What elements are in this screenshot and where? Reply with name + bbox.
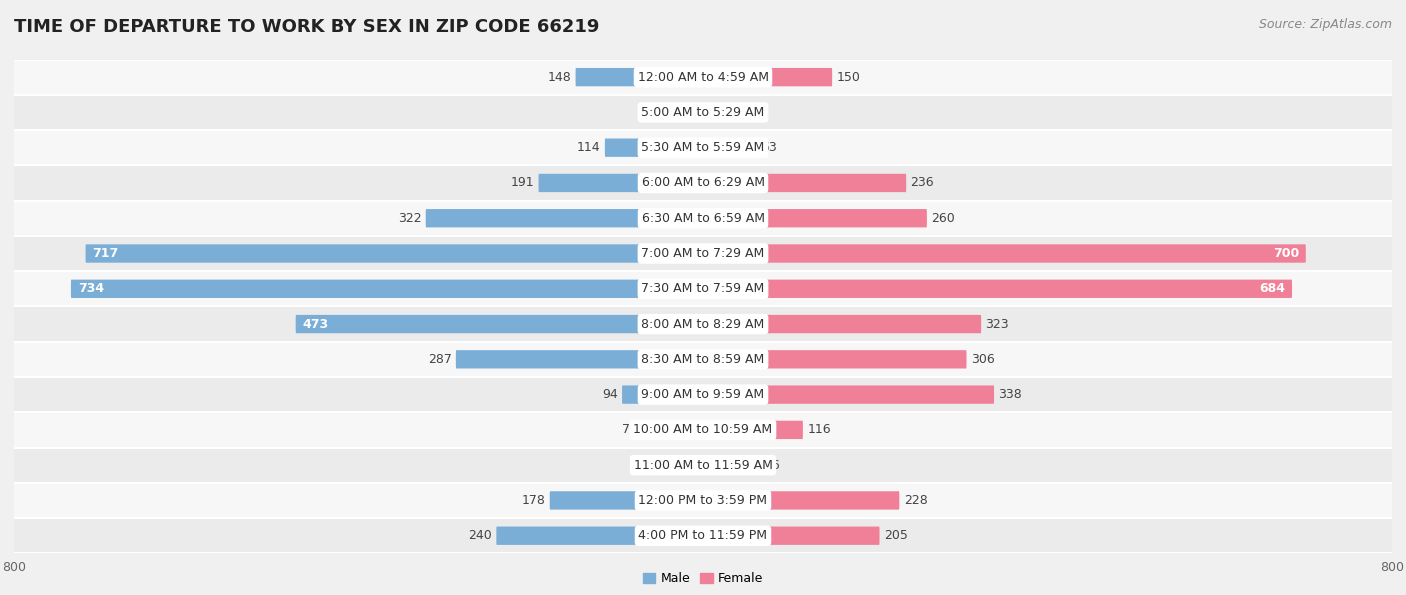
Text: 6:30 AM to 6:59 AM: 6:30 AM to 6:59 AM — [641, 212, 765, 225]
FancyBboxPatch shape — [538, 174, 703, 192]
Bar — [14, 60, 1392, 95]
Text: 7:30 AM to 7:59 AM: 7:30 AM to 7:59 AM — [641, 282, 765, 295]
Text: 31: 31 — [657, 459, 672, 472]
FancyBboxPatch shape — [621, 386, 703, 404]
Text: 700: 700 — [1272, 247, 1299, 260]
Bar — [14, 236, 1392, 271]
FancyBboxPatch shape — [703, 350, 966, 368]
Bar — [14, 447, 1392, 483]
FancyBboxPatch shape — [703, 245, 1306, 262]
Text: 150: 150 — [837, 71, 860, 84]
Text: 22: 22 — [727, 106, 742, 119]
FancyBboxPatch shape — [295, 315, 703, 333]
Text: 5:30 AM to 5:59 AM: 5:30 AM to 5:59 AM — [641, 141, 765, 154]
FancyBboxPatch shape — [676, 456, 703, 474]
Text: 734: 734 — [77, 282, 104, 295]
FancyBboxPatch shape — [496, 527, 703, 545]
FancyBboxPatch shape — [643, 421, 703, 439]
Text: 6:00 AM to 6:29 AM: 6:00 AM to 6:29 AM — [641, 177, 765, 189]
FancyBboxPatch shape — [703, 491, 900, 509]
FancyBboxPatch shape — [703, 104, 721, 121]
Bar — [14, 201, 1392, 236]
Text: 63: 63 — [762, 141, 778, 154]
Text: 12:00 PM to 3:59 PM: 12:00 PM to 3:59 PM — [638, 494, 768, 507]
Bar — [14, 306, 1392, 342]
Text: 11:00 AM to 11:59 AM: 11:00 AM to 11:59 AM — [634, 459, 772, 472]
Text: TIME OF DEPARTURE TO WORK BY SEX IN ZIP CODE 66219: TIME OF DEPARTURE TO WORK BY SEX IN ZIP … — [14, 18, 599, 36]
Text: 236: 236 — [911, 177, 934, 189]
FancyBboxPatch shape — [703, 421, 803, 439]
FancyBboxPatch shape — [426, 209, 703, 227]
Text: 338: 338 — [998, 388, 1022, 401]
Bar — [14, 377, 1392, 412]
Text: 323: 323 — [986, 318, 1010, 331]
FancyBboxPatch shape — [703, 315, 981, 333]
FancyBboxPatch shape — [703, 280, 1292, 298]
FancyBboxPatch shape — [456, 350, 703, 368]
FancyBboxPatch shape — [682, 104, 703, 121]
Bar — [14, 412, 1392, 447]
Text: 8:30 AM to 8:59 AM: 8:30 AM to 8:59 AM — [641, 353, 765, 366]
Text: 260: 260 — [931, 212, 955, 225]
FancyBboxPatch shape — [70, 280, 703, 298]
Text: 178: 178 — [522, 494, 546, 507]
FancyBboxPatch shape — [703, 68, 832, 86]
Text: 5:00 AM to 5:29 AM: 5:00 AM to 5:29 AM — [641, 106, 765, 119]
Bar — [14, 271, 1392, 306]
FancyBboxPatch shape — [86, 245, 703, 262]
Text: 4:00 PM to 11:59 PM: 4:00 PM to 11:59 PM — [638, 529, 768, 542]
Text: 684: 684 — [1260, 282, 1285, 295]
FancyBboxPatch shape — [703, 386, 994, 404]
Bar — [14, 483, 1392, 518]
Text: 240: 240 — [468, 529, 492, 542]
Text: 717: 717 — [93, 247, 118, 260]
Text: 9:00 AM to 9:59 AM: 9:00 AM to 9:59 AM — [641, 388, 765, 401]
Text: Source: ZipAtlas.com: Source: ZipAtlas.com — [1258, 18, 1392, 31]
Text: 66: 66 — [763, 459, 780, 472]
FancyBboxPatch shape — [703, 209, 927, 227]
Text: 191: 191 — [510, 177, 534, 189]
FancyBboxPatch shape — [703, 456, 759, 474]
Text: 8:00 AM to 8:29 AM: 8:00 AM to 8:29 AM — [641, 318, 765, 331]
Text: 306: 306 — [970, 353, 994, 366]
Bar — [14, 95, 1392, 130]
FancyBboxPatch shape — [703, 527, 880, 545]
FancyBboxPatch shape — [575, 68, 703, 86]
FancyBboxPatch shape — [703, 139, 758, 157]
Text: 25: 25 — [661, 106, 678, 119]
Bar — [14, 130, 1392, 165]
Bar — [14, 342, 1392, 377]
Bar — [14, 518, 1392, 553]
Text: 10:00 AM to 10:59 AM: 10:00 AM to 10:59 AM — [634, 424, 772, 436]
FancyBboxPatch shape — [550, 491, 703, 509]
Text: 94: 94 — [602, 388, 617, 401]
Text: 114: 114 — [576, 141, 600, 154]
Text: 205: 205 — [884, 529, 908, 542]
FancyBboxPatch shape — [703, 174, 907, 192]
FancyBboxPatch shape — [605, 139, 703, 157]
Legend: Male, Female: Male, Female — [640, 569, 766, 589]
Text: 116: 116 — [807, 424, 831, 436]
Text: 287: 287 — [427, 353, 451, 366]
Text: 70: 70 — [623, 424, 638, 436]
Text: 12:00 AM to 4:59 AM: 12:00 AM to 4:59 AM — [637, 71, 769, 84]
Text: 322: 322 — [398, 212, 422, 225]
Bar — [14, 165, 1392, 201]
Text: 473: 473 — [302, 318, 329, 331]
Text: 148: 148 — [547, 71, 571, 84]
Text: 7:00 AM to 7:29 AM: 7:00 AM to 7:29 AM — [641, 247, 765, 260]
Text: 228: 228 — [904, 494, 928, 507]
